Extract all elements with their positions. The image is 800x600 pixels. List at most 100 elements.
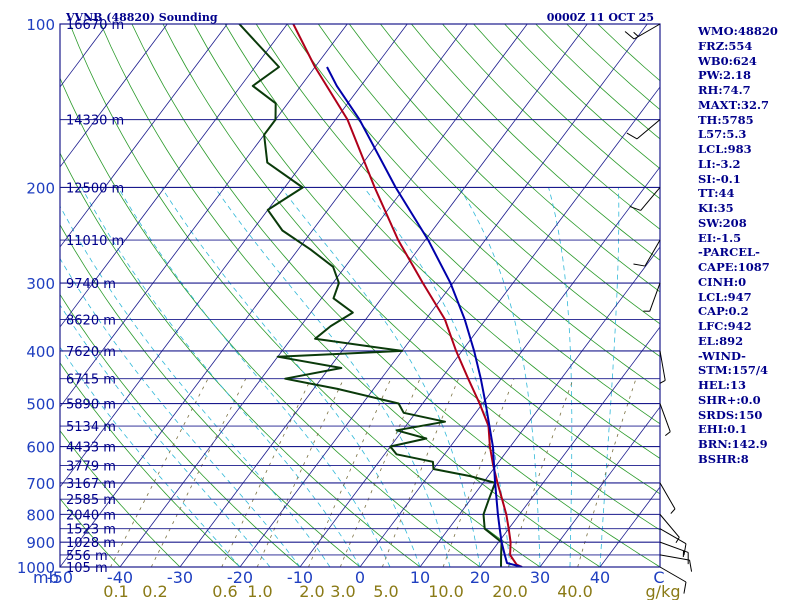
wind-barb [659,482,676,514]
isotherm [359,166,660,567]
wind-barbs [624,23,693,594]
index-item: TH:5785 [698,112,754,127]
mixing-ratio-line [110,378,209,567]
height-label: 16670 m [66,18,124,33]
wind-barb [624,23,661,40]
stability-indices: WMO:48820 FRZ:554 WB0:624 PW:2.18 RH:74.7 MAX… [698,24,778,467]
index-item: LFC:942 [698,319,752,333]
barb-flag [626,132,638,140]
mixing-ratio-line [507,378,574,567]
plot-frame [59,23,661,568]
isotherm [60,24,468,567]
mixing-ratio-label: 0.2 [142,582,167,600]
mixing-ratio-line [150,378,247,567]
isotherm [179,24,588,567]
barb-staff [659,566,687,583]
index-item: L57:5.3 [698,127,747,142]
index-item: CINH:0 [698,274,747,289]
wind-barb [643,282,661,312]
wind-barb [659,541,689,565]
barb-flag [683,581,687,594]
index-item: BRN:142.9 [698,437,768,451]
height-label: 556 m [66,549,108,564]
barb-staff [659,482,676,510]
station-title: VVNB (48820) Sounding [65,11,218,24]
height-label: 2585 m [66,493,116,508]
isotherm [479,326,660,567]
temperature-tick-label: 0 [355,568,365,587]
temperature-tick-label: -40 [107,568,133,587]
profiles [238,24,523,567]
barb-staff [659,403,671,432]
height-label: 6715 m [66,373,116,388]
index-item: KI:35 [698,201,734,215]
dry-adiabat [162,24,660,531]
barb-flag [683,543,687,556]
temperature-tick-label: -10 [287,568,313,587]
isotherm [419,246,660,567]
moist-adiabat [117,187,391,567]
mixing-ratio-label: 2.0 [299,582,324,600]
index-item: EHI:0.1 [698,422,748,437]
barb-half-flag [633,31,639,37]
mixing-ratio-line [221,378,312,567]
index-item: -WIND- [698,348,746,363]
moist-adiabat [548,187,573,567]
isotherm [60,24,288,328]
barb-staff [644,239,661,267]
moist-adiabat [60,346,241,567]
barb-flag [633,263,646,267]
index-item: WMO:48820 [698,24,778,38]
barb-staff [636,119,661,140]
mixing-ratio-line [339,378,421,567]
barb-half-flag [664,431,671,437]
barb-staff [659,514,680,538]
height-label: 8620 m [66,313,116,328]
temperature-tick-label: 20 [470,568,490,587]
dry-adiabat [69,24,541,567]
moist-adiabat [214,187,451,567]
mixing-ratio-line [381,378,459,567]
index-item: -PARCEL- [698,245,760,260]
pressure-unit-label: mb [33,568,59,587]
mixing-ratio-line [256,378,345,567]
index-item: HEL:13 [698,378,746,392]
mixing-ratio-label: 3.0 [330,582,355,600]
isotherm [60,24,408,488]
index-item: WB0:624 [698,53,757,68]
height-label: 3167 m [66,477,116,492]
wind-barb [629,187,661,211]
moist-adiabat [599,187,620,567]
index-item: FRZ:554 [698,38,753,53]
wind-barb [633,239,661,267]
index-item: RH:74.7 [698,83,751,97]
isotherm [299,86,660,567]
barb-flag [689,560,693,572]
wind-barb [659,528,687,556]
index-item: LCL:983 [698,142,752,156]
isotherm [119,24,528,567]
background-lines [60,24,660,567]
index-item: EI:-1.5 [698,230,742,245]
barb-half-flag [675,537,680,544]
pressure-tick-label: 500 [26,396,55,414]
moist-adiabat [280,187,481,567]
index-item: CAPE:1087 [698,260,770,274]
pressure-tick-label: 700 [26,475,55,493]
axis-labels: 16670 m 14330 m 12500 m 11010 m 9740 m 8620 m… [17,16,681,600]
mixing-ratio-unit: g/kg [646,582,681,600]
temperature-tick-label: 10 [410,568,430,587]
mixing-ratio-label: 1.0 [247,582,272,600]
isotherm [60,24,348,408]
temperature-unit-label: C [653,568,664,587]
dry-adiabat [131,24,660,567]
height-label: 2040 m [66,508,116,523]
barb-staff [659,528,687,545]
height-label: 14330 m [66,114,124,129]
index-item: SI:-0.1 [698,171,741,186]
pressure-tick-label: 600 [26,439,55,457]
isotherm [539,406,660,567]
height-label: 105 m [66,561,108,576]
isotherm [239,24,648,567]
